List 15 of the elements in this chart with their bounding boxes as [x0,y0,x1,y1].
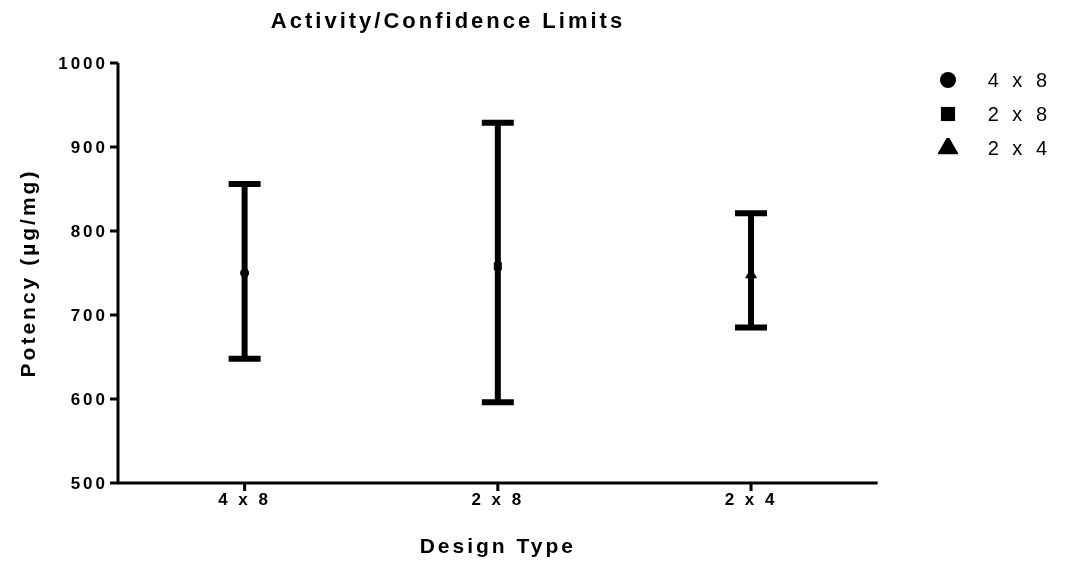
y-tick-label: 800 [70,222,108,242]
y-tick-label: 900 [70,138,108,158]
x-tick-label: 2 x 8 [471,490,525,510]
y-tick-label: 500 [70,474,108,494]
x-tick-label: 4 x 8 [218,490,272,510]
chart-title: Activity/Confidence Limits [269,8,627,35]
legend-label: 2 x 8 [987,102,1051,127]
y-tick-label: 1000 [58,54,108,74]
y-axis-title: Potency (µg/mg) [16,168,40,378]
y-tick-label: 600 [70,390,108,410]
x-axis-title: Design Type [419,534,576,557]
x-tick-label: 2 x 4 [724,490,778,510]
y-tick-label: 700 [70,306,108,326]
legend-label: 4 x 8 [987,68,1051,93]
legend-label: 2 x 4 [987,136,1051,161]
